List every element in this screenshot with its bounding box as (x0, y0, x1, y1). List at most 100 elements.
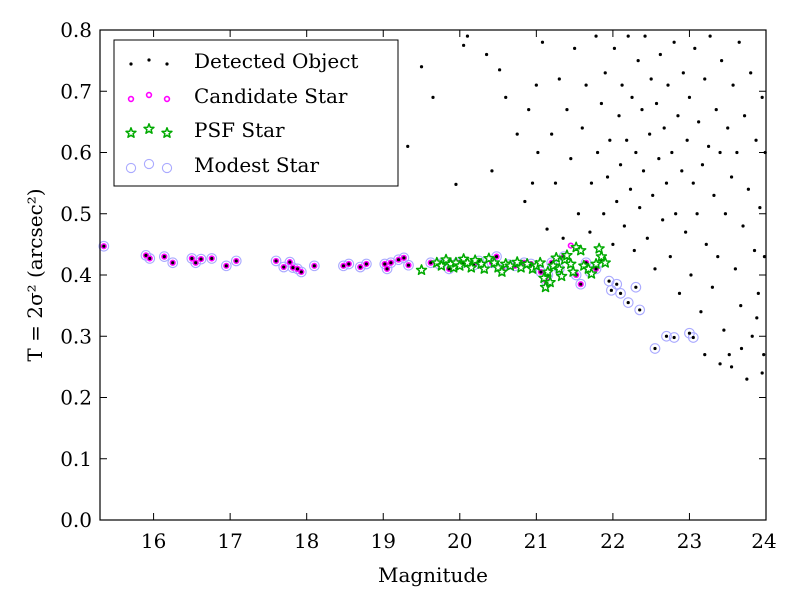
detected-object-point (594, 34, 598, 38)
detected-object-point (700, 163, 705, 167)
detected-object-point (603, 71, 607, 75)
detected-object-point (589, 181, 594, 185)
detected-object-point (429, 261, 433, 265)
modest-star-point (220, 260, 232, 272)
legend-marker-modest (125, 158, 173, 174)
detected-object-point (210, 256, 214, 261)
modest-star-point (158, 251, 170, 262)
detected-object-point (718, 362, 722, 366)
detected-object-point (540, 40, 545, 44)
modest-star-point (284, 256, 296, 268)
modest-star-point (295, 266, 307, 278)
legend-marker-psf (125, 123, 173, 138)
y-axis-ticks: 0.0 0.1 0.2 0.3 0.4 0.5 0.6 0.7 0.8 (60, 18, 766, 532)
y-tick-label: 0.2 (60, 386, 92, 410)
detected-object-point (615, 282, 619, 286)
y-tick-label: 0.3 (60, 324, 92, 348)
detected-object-point (358, 265, 362, 269)
detected-object-point (504, 95, 508, 99)
detected-object-point (664, 334, 669, 338)
detected-object-point (291, 266, 295, 270)
detected-object-point (638, 308, 642, 312)
detected-object-point (755, 316, 759, 320)
detected-object-point (553, 181, 558, 185)
detected-object-point (295, 267, 300, 271)
detected-object-point (733, 267, 737, 271)
detected-object-point (224, 264, 228, 268)
detected-object-point (653, 267, 657, 271)
detected-object-point (704, 242, 708, 246)
detected-object-point (737, 40, 741, 44)
psf-star-point (488, 256, 500, 268)
psf-star-point (534, 256, 546, 268)
detected-object-point (649, 77, 653, 81)
detected-object-point (490, 169, 494, 173)
detected-object-point (364, 262, 368, 266)
psf-star-point (469, 254, 481, 266)
detected-object-point (536, 150, 540, 155)
detected-object-point (666, 83, 670, 87)
psf-star-point (461, 256, 474, 268)
psf-star-point (538, 272, 550, 284)
detected-object-point (584, 83, 588, 87)
detected-object-point (523, 199, 527, 204)
y-tick-label: 0.0 (60, 508, 92, 532)
modest-star-point (622, 297, 634, 308)
psf-star-point (565, 258, 577, 269)
detected-object-point (685, 138, 689, 142)
x-tick-label: 16 (141, 529, 166, 553)
detected-object-point (677, 291, 682, 295)
modest-star-point (687, 332, 699, 343)
modest-star-point (190, 257, 202, 269)
legend-star-marker (125, 127, 137, 138)
detected-object-point (691, 335, 695, 340)
modest-star-point (361, 258, 372, 270)
detected-object-point (611, 242, 615, 246)
detected-object-point (622, 224, 626, 228)
detected-object-point (579, 282, 583, 286)
detected-object-point (662, 126, 666, 130)
detected-object-point (162, 255, 166, 259)
detected-object-point (693, 46, 697, 50)
modest-star-point (611, 278, 623, 290)
detected-object-point (710, 285, 715, 289)
detected-object-point (602, 212, 606, 216)
detected-object-point (620, 83, 624, 87)
detected-object-point (550, 132, 554, 136)
psf-star-point (415, 264, 428, 276)
detected-object-point (643, 34, 647, 38)
legend-label-candidate: Candidate Star (194, 84, 348, 108)
detected-object-point (527, 108, 531, 112)
y-axis-label: T = 2σ² (arcsec²) (23, 188, 47, 361)
modest-star-point (668, 332, 680, 343)
detected-object-point (406, 263, 411, 267)
psf-star-point (590, 258, 602, 269)
detected-object-point (431, 95, 435, 99)
psf-star-point (567, 265, 579, 277)
legend: Detected Object Candidate Star PSF Star … (113, 39, 399, 187)
detected-object-point (632, 248, 636, 253)
detected-object-point (396, 258, 401, 262)
detected-object-point (687, 331, 692, 335)
detected-object-point (680, 169, 684, 173)
psf-star-point (454, 259, 466, 271)
detected-object-point (190, 256, 194, 261)
x-tick-label: 19 (371, 529, 396, 553)
legend-label-detected: Detected Object (194, 49, 358, 73)
detected-object-point (752, 248, 757, 253)
detected-object-point (588, 230, 592, 234)
detected-object-point (402, 256, 406, 260)
detected-object-point (739, 304, 743, 308)
detected-object-point (729, 365, 734, 369)
modest-star-point (195, 253, 207, 265)
modest-star-point (206, 253, 218, 264)
psf-star-point (544, 276, 556, 288)
psf-star-point (465, 261, 477, 273)
detected-object-point (630, 95, 634, 99)
detected-object-point (565, 108, 569, 112)
psf-star-point (511, 256, 523, 268)
detected-object-point (695, 212, 699, 216)
detected-object-point (760, 95, 764, 99)
detected-object-point (389, 261, 393, 265)
